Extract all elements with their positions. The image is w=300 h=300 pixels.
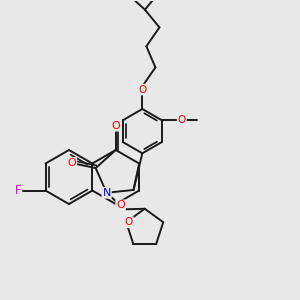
- Text: N: N: [103, 188, 111, 198]
- Text: O: O: [125, 217, 133, 227]
- Text: F: F: [14, 184, 21, 197]
- Text: O: O: [178, 115, 186, 125]
- Text: O: O: [68, 158, 76, 168]
- Text: O: O: [116, 200, 125, 210]
- Text: O: O: [138, 85, 146, 94]
- Text: O: O: [111, 121, 120, 131]
